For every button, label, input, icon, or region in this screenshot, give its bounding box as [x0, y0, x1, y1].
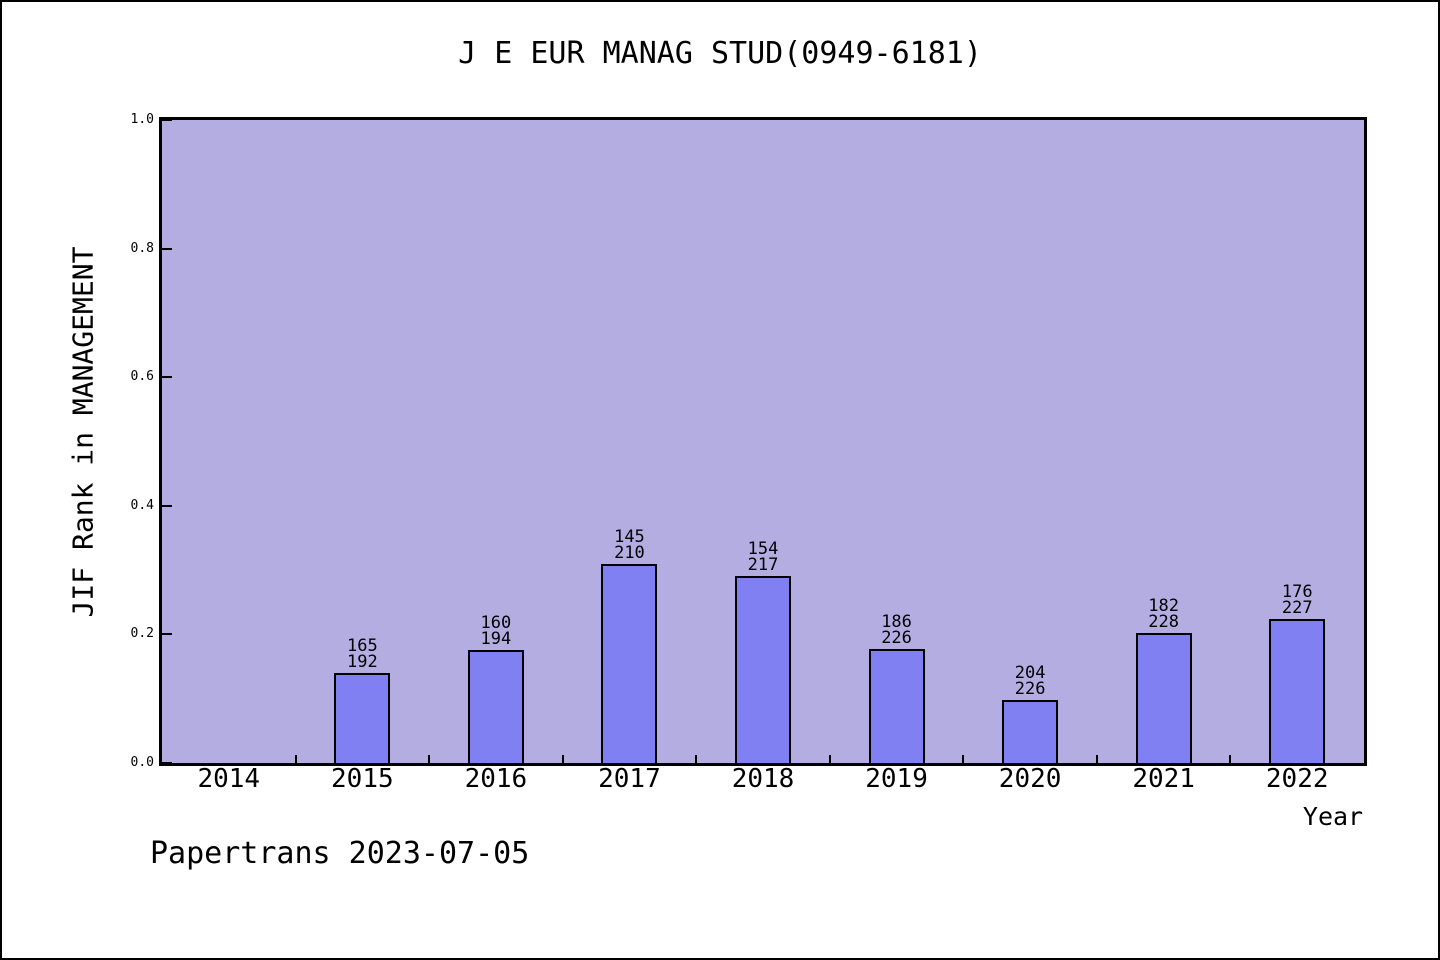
watermark-text: Papertrans 2023-07-05	[150, 836, 530, 871]
y-axis-title: JIF Rank in MANAGEMENT	[66, 246, 100, 618]
bar-label-total: 217	[747, 555, 779, 576]
bar-2022	[1269, 618, 1326, 763]
y-tick-mark	[162, 376, 172, 379]
bar-label-total: 194	[480, 629, 512, 650]
y-tick-label: 0.4	[130, 497, 154, 513]
x-tick-label: 2017	[598, 764, 661, 794]
x-tick-label: 2022	[1265, 764, 1329, 794]
x-tick-label: 2021	[1132, 764, 1195, 794]
bar-2021	[1135, 633, 1192, 763]
x-tick-label: 2019	[865, 764, 928, 794]
bar-label-rank: 204	[1014, 663, 1046, 684]
bar-label-2016: 160 194	[480, 613, 512, 650]
bar-label-rank: 186	[881, 612, 912, 633]
bar-label-2019: 186 226	[881, 612, 912, 649]
bar-label-total: 227	[1281, 597, 1313, 618]
bar-label-rank: 176	[1281, 581, 1313, 602]
bar-label-rank: 145	[614, 527, 645, 547]
y-tick-label: 0.6	[130, 369, 154, 385]
y-tick-mark	[162, 504, 172, 507]
bar-label-2017: 145 210	[614, 527, 645, 563]
bar-2017	[601, 564, 658, 763]
bar-label-total: 228	[1148, 612, 1180, 633]
y-tick-label: 0.8	[130, 240, 154, 256]
bar-label-2021: 182 228	[1148, 596, 1180, 633]
x-minor-tick	[294, 755, 297, 763]
plot-area: 165 192 160 194 145 210 154 217 186 226 204 226 182 2…	[159, 117, 1367, 766]
bar-2019	[868, 649, 925, 763]
bar-label-2018: 154 217	[747, 539, 779, 576]
bar-label-2015: 165 192	[346, 635, 378, 672]
x-axis-title: Year	[1302, 802, 1364, 831]
x-tick-label: 2020	[998, 764, 1062, 794]
x-minor-tick	[695, 755, 698, 763]
bar-label-total: 226	[881, 628, 912, 649]
y-tick-label: 0.0	[130, 755, 154, 770]
x-minor-tick	[1095, 755, 1098, 763]
x-minor-tick	[1229, 755, 1232, 763]
x-minor-tick	[962, 755, 965, 763]
bar-2020	[1002, 700, 1059, 763]
x-tick-label: 2016	[464, 764, 528, 794]
bar-label-total: 210	[614, 543, 645, 563]
bar-label-total: 226	[1014, 679, 1046, 700]
y-tick-label: 0.2	[130, 626, 154, 642]
y-tick-mark	[162, 119, 172, 121]
x-tick-label: 2014	[197, 764, 261, 794]
y-tick-label: 1.0	[130, 112, 154, 127]
bar-label-2022: 176 227	[1281, 581, 1313, 618]
bar-2016	[467, 650, 524, 763]
bar-2015	[334, 672, 391, 763]
bar-label-rank: 160	[480, 613, 512, 634]
bar-2018	[735, 576, 791, 763]
x-tick-label: 2018	[731, 764, 795, 794]
y-tick-mark	[162, 247, 172, 250]
bar-label-rank: 165	[346, 635, 378, 656]
x-minor-tick	[828, 755, 831, 763]
y-tick-mark	[162, 633, 172, 636]
y-tick-mark	[162, 762, 172, 764]
x-minor-tick	[561, 755, 564, 763]
bar-label-total: 192	[346, 651, 378, 672]
bar-label-2020: 204 226	[1014, 663, 1046, 700]
x-tick-label: 2015	[331, 764, 394, 794]
bar-label-rank: 154	[747, 539, 779, 560]
bar-label-rank: 182	[1148, 596, 1180, 617]
x-minor-tick	[428, 755, 431, 763]
chart-title: J E EUR MANAG STUD(0949-6181)	[458, 36, 982, 71]
